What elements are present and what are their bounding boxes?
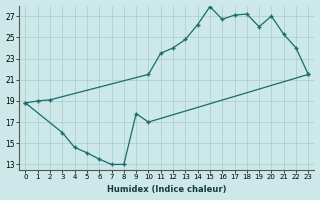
- X-axis label: Humidex (Indice chaleur): Humidex (Indice chaleur): [107, 185, 227, 194]
